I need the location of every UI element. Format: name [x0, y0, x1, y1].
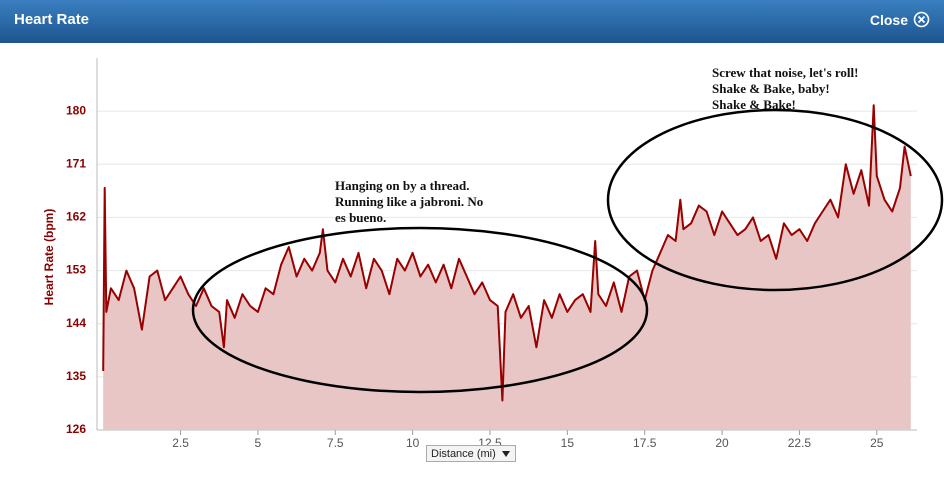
area-fill	[103, 105, 911, 430]
x-tick-label: 7.5	[327, 436, 344, 450]
y-tick-label: 144	[66, 316, 86, 330]
annotation-text: Shake & Bake!	[712, 97, 796, 112]
annotation-text: Shake & Bake, baby!	[712, 81, 830, 96]
y-tick-label: 153	[66, 263, 86, 277]
annotation-ellipse	[191, 226, 649, 394]
y-tick-label: 180	[66, 103, 86, 117]
x-tick-label: 17.5	[633, 436, 657, 450]
annotation-ellipse	[606, 108, 944, 292]
annotation-text: Screw that noise, let's roll!	[712, 65, 858, 80]
y-axis-label: Heart Rate (bpm)	[42, 209, 56, 306]
y-tick-label: 171	[66, 156, 86, 170]
close-icon	[913, 11, 930, 28]
close-button[interactable]: Close	[870, 11, 930, 28]
x-tick-label: 5	[255, 436, 262, 450]
header-bar: Heart Rate Close	[0, 0, 944, 43]
x-tick-label: 15	[561, 436, 575, 450]
y-tick-label: 135	[66, 369, 86, 383]
annotation-text: Running like a jabroni. No	[335, 194, 483, 209]
chart: Heart Rate (bpm) 126 135 144 153 162 171 180 2.…	[42, 58, 944, 450]
x-tick-label: 2.5	[172, 436, 189, 450]
x-tick-label: 25	[870, 436, 884, 450]
x-tick-label: 22.5	[788, 436, 812, 450]
x-axis-dropdown[interactable]: Distance (mi)	[426, 445, 516, 462]
close-label: Close	[869, 11, 908, 28]
heart-rate-line	[102, 104, 912, 402]
dropdown-arrow	[502, 451, 510, 457]
y-tick-label: 162	[66, 210, 86, 224]
x-axis-label: Distance (mi)	[431, 447, 496, 460]
dialog-title: Heart Rate	[14, 11, 90, 28]
x-tick-label: 10	[406, 436, 420, 450]
x-tick-label: 20	[715, 436, 729, 450]
annotation-text: Hanging on by a thread.	[335, 178, 470, 193]
y-tick-label: 126	[66, 422, 86, 436]
annotation-text: es bueno.	[335, 210, 386, 225]
